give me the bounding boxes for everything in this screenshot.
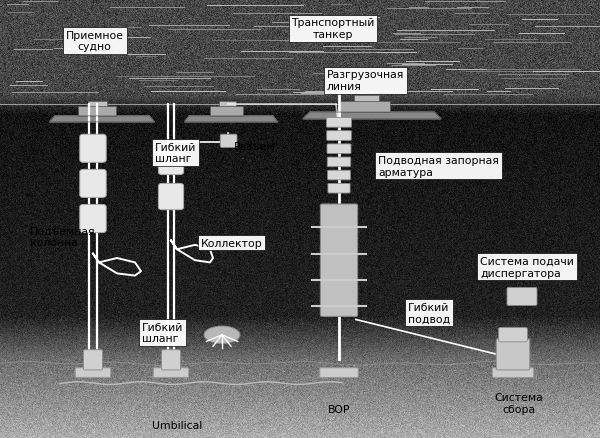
Text: Система
сбора: Система сбора <box>494 392 544 414</box>
Text: Приемное
судно: Приемное судно <box>66 31 124 52</box>
FancyBboxPatch shape <box>80 170 106 198</box>
Text: Подводная запорная
арматура: Подводная запорная арматура <box>378 155 499 177</box>
FancyBboxPatch shape <box>154 368 188 378</box>
FancyBboxPatch shape <box>326 131 352 141</box>
Text: Разгрузочная
линия: Разгрузочная линия <box>327 70 404 92</box>
Text: Гибкий
шланг: Гибкий шланг <box>142 322 184 344</box>
Bar <box>354 96 379 102</box>
Ellipse shape <box>204 326 240 344</box>
Text: Подъемная
колонна: Подъемная колонна <box>30 226 95 247</box>
Text: Система подачи
диспергатора: Система подачи диспергатора <box>480 256 574 278</box>
Text: Разъем: Разъем <box>234 142 275 152</box>
FancyBboxPatch shape <box>158 184 184 210</box>
FancyBboxPatch shape <box>328 184 350 194</box>
FancyBboxPatch shape <box>320 368 358 378</box>
Bar <box>209 107 243 117</box>
FancyBboxPatch shape <box>328 158 350 167</box>
Polygon shape <box>50 117 155 123</box>
FancyBboxPatch shape <box>220 135 237 148</box>
FancyBboxPatch shape <box>158 149 184 175</box>
FancyBboxPatch shape <box>83 350 103 370</box>
FancyBboxPatch shape <box>161 350 181 370</box>
Text: Транспортный
танкер: Транспортный танкер <box>292 18 374 40</box>
FancyBboxPatch shape <box>496 339 530 370</box>
FancyBboxPatch shape <box>326 118 352 128</box>
Polygon shape <box>185 117 277 123</box>
FancyBboxPatch shape <box>76 368 111 378</box>
Text: Umbilical: Umbilical <box>152 420 202 430</box>
Bar <box>219 102 236 107</box>
Bar <box>78 107 116 117</box>
Text: Гибкий
шланг: Гибкий шланг <box>155 142 196 164</box>
Polygon shape <box>303 113 441 120</box>
Text: BOP: BOP <box>328 405 350 414</box>
Bar <box>88 102 107 107</box>
FancyBboxPatch shape <box>320 205 358 317</box>
Text: Коллектор: Коллектор <box>201 238 263 248</box>
Bar <box>340 102 390 113</box>
FancyBboxPatch shape <box>499 328 527 342</box>
FancyBboxPatch shape <box>328 171 350 180</box>
FancyBboxPatch shape <box>493 368 534 378</box>
Text: Гибкий
подвод: Гибкий подвод <box>408 302 450 324</box>
FancyBboxPatch shape <box>80 205 106 233</box>
FancyBboxPatch shape <box>507 288 537 306</box>
FancyBboxPatch shape <box>327 145 351 154</box>
FancyBboxPatch shape <box>80 135 106 163</box>
